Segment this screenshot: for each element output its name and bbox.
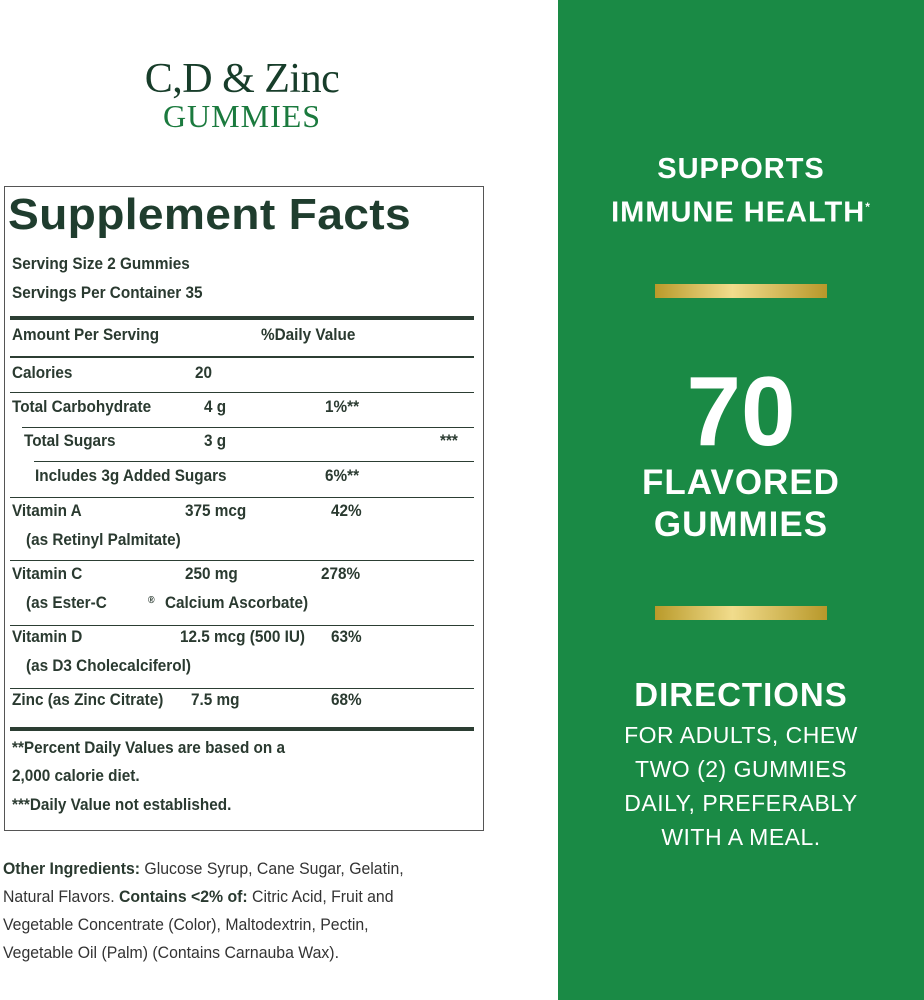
footnote: ***Daily Value not established. [12,795,232,814]
row-name: Total Sugars [24,431,116,450]
divider [34,461,474,462]
directions-line: WITH A MEAL. [661,824,821,850]
divider [10,497,474,498]
claim-line: IMMUNE HEALTH [611,196,866,229]
label-left: C,D & Zinc GUMMIES Supplement Facts Serv… [3,56,484,967]
footnote: **Percent Daily Values are based on a [12,738,285,757]
directions-line: DAILY, PREFERABLY [624,790,858,816]
gummy-count: 70 [686,356,796,466]
claim-line: SUPPORTS [657,153,825,185]
row-dv: 6%** [325,466,360,485]
ingredients-label: Other Ingredients: [3,859,141,878]
row-dv: 42% [331,501,362,520]
divider-thick [10,316,474,320]
count-label-line: GUMMIES [653,505,829,544]
row-name: Vitamin D [12,627,83,646]
row-amount: 12.5 mcg (500 IU) [180,627,306,646]
divider [10,560,474,561]
immune-claim: SUPPORTS IMMUNE HEALTH* [558,150,924,232]
row-extra: *** [440,431,458,450]
ingredients-text: Glucose Syrup, Cane Sugar, Gelatin, Natu… [3,859,404,906]
row-sub: Calcium Ascorbate) [165,593,309,612]
gold-divider [655,606,827,620]
brand-name: C,D & Zinc [144,56,340,102]
divider [10,356,474,358]
gold-divider [655,284,827,298]
green-panel: SUPPORTS IMMUNE HEALTH* 70 FLAVORED GUMMIE… [558,0,924,1000]
footnote: 2,000 calorie diet. [12,766,140,785]
directions-line: FOR ADULTS, CHEW [624,722,858,748]
row-dv: 1%** [325,397,360,416]
divider [10,625,474,626]
row-dv: 278% [321,564,361,583]
count-label-line: FLAVORED [642,463,840,502]
header-dv: %Daily Value [261,325,356,344]
row-sub: (as Ester-C [26,593,107,612]
other-ingredients: Other Ingredients: Glucose Syrup, Cane S… [3,855,440,967]
registered-mark: ® [148,595,155,606]
row-amount: 7.5 mg [191,690,240,709]
contains-text: Citric Acid, Fruit and Vegetable Concent… [3,887,394,962]
row-name: Includes 3g Added Sugars [35,466,227,485]
divider-thick [10,727,474,731]
row-name: Vitamin C [12,564,83,583]
divider [10,392,474,393]
claim-asterisk: * [865,200,871,214]
divider [10,688,474,689]
row-amount: 4 g [204,397,227,416]
row-dv: 63% [331,627,362,646]
directions-title: DIRECTIONS [634,676,848,713]
row-name: Vitamin A [12,501,82,520]
header-amount: Amount Per Serving [12,325,160,344]
brand-subtitle: GUMMIES [162,98,322,134]
row-dv: 68% [331,690,362,709]
row-name: Calories [12,363,73,382]
directions-line: TWO (2) GUMMIES [635,756,847,782]
row-name: Zinc (as Zinc Citrate) [12,690,164,709]
row-amount: 20 [195,363,213,382]
directions-text: FOR ADULTS, CHEW TWO (2) GUMMIES DAILY, … [558,718,924,854]
row-sub: (as Retinyl Palmitate) [26,530,181,549]
row-sub: (as D3 Cholecalciferol) [26,656,191,675]
supplement-facts-box [4,186,484,831]
serving-size: Serving Size 2 Gummies [12,254,190,273]
row-amount: 250 mg [185,564,238,583]
count-label: FLAVORED GUMMIES [558,462,924,546]
facts-title: Supplement Facts [8,190,411,239]
row-amount: 3 g [204,431,227,450]
row-amount: 375 mcg [185,501,247,520]
row-name: Total Carbohydrate [12,397,152,416]
servings-per-container: Servings Per Container 35 [12,283,203,302]
contains-label: Contains <2% of: [118,887,248,906]
divider [22,427,474,428]
